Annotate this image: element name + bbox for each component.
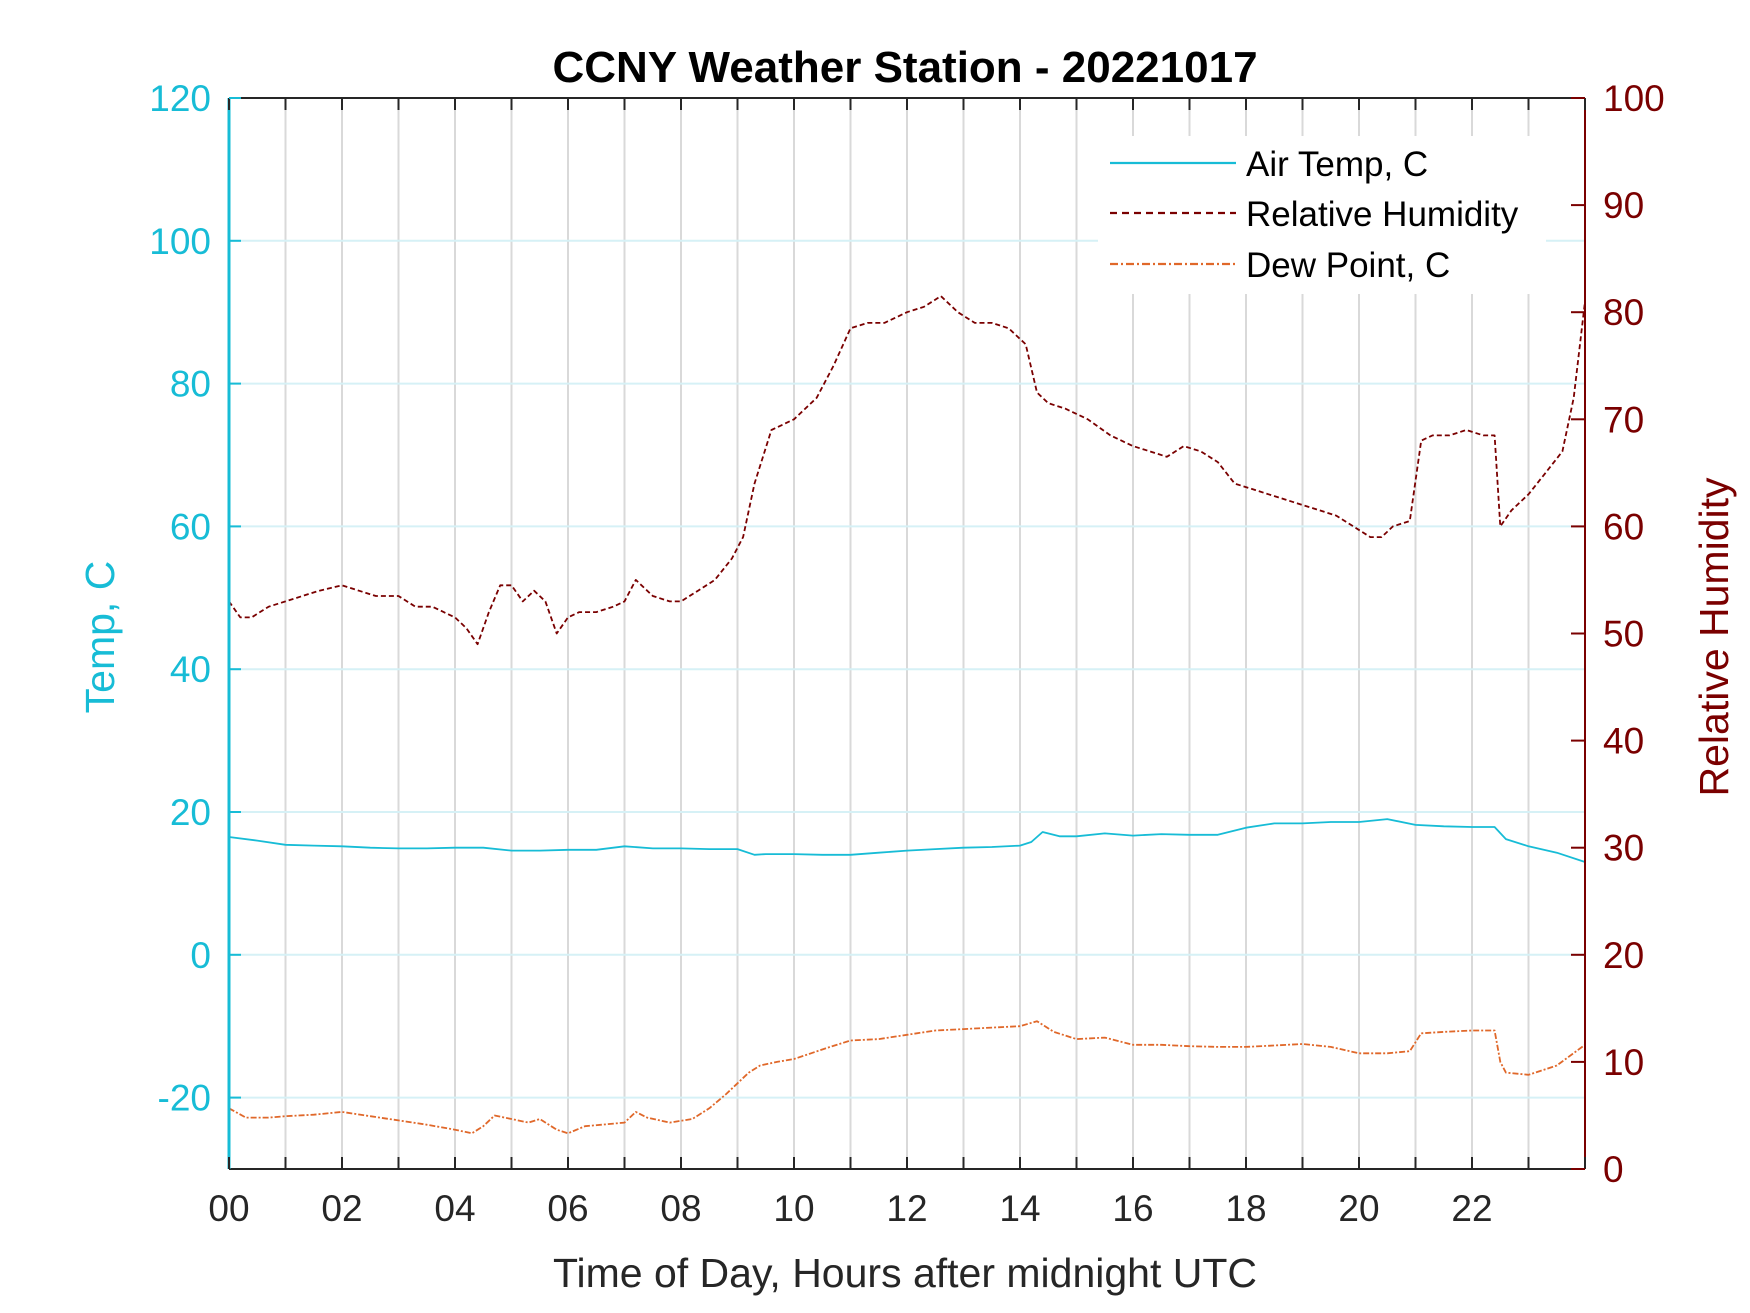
y-right-tick-label: 50 [1603,614,1644,655]
series-lines [228,295,1586,1135]
y-right-tick-label: 70 [1603,399,1644,440]
legend-label-dew-point: Dew Point, C [1246,246,1450,285]
x-tick-label: 22 [1451,1188,1492,1229]
x-tick-label: 08 [660,1188,701,1229]
x-tick-label: 00 [208,1188,249,1229]
y-axis-label-right: Relative Humidity [1691,477,1737,796]
x-tick-label: 18 [1225,1188,1266,1229]
dew-point-line [228,1020,1586,1135]
legend-label-relative-humidity: Relative Humidity [1246,195,1519,234]
x-tick-label: 12 [886,1188,927,1229]
legend-label-air-temp: Air Temp, C [1246,145,1428,184]
y-right-tick-label: 10 [1603,1042,1644,1083]
y-right-tick-label: 20 [1603,935,1644,976]
axes [227,97,1586,1170]
x-tick-label: 02 [321,1188,362,1229]
y-left-tick-label: 100 [149,221,211,262]
legend: Air Temp, C Relative Humidity Dew Point,… [1098,136,1546,294]
x-tick-label: 16 [1112,1188,1153,1229]
y-left-tick-label: 60 [170,506,211,547]
y-right-tick-label: 0 [1603,1149,1624,1190]
y-left-tick-label: -20 [158,1078,211,1119]
y-left-tick-label: 0 [190,935,211,976]
x-tick-label: 20 [1338,1188,1379,1229]
chart-title: CCNY Weather Station - 20221017 [552,43,1257,92]
y-right-tick-label: 80 [1603,292,1644,333]
relative-humidity-line [228,295,1586,646]
y-left-tick-label: 20 [170,792,211,833]
y-right-tick-label: 30 [1603,828,1644,869]
x-tick-label: 10 [773,1188,814,1229]
x-tick-label: 06 [547,1188,588,1229]
y-left-tick-label: 120 [149,78,211,119]
y-right-tick-label: 90 [1603,185,1644,226]
y-left-tick-label: 80 [170,364,211,405]
y-left-tick-label: 40 [170,649,211,690]
x-axis-label: Time of Day, Hours after midnight UTC [553,1250,1257,1296]
x-tick-label: 04 [434,1188,475,1229]
x-tick-label: 14 [999,1188,1040,1229]
y-right-tick-label: 60 [1603,506,1644,547]
y-axis-label-left: Temp, C [77,561,123,714]
y-right-tick-label: 40 [1603,721,1644,762]
tick-labels: 00 02 04 06 08 10 12 14 16 18 20 22-200204060801001… [149,78,1664,1229]
y-right-tick-label: 100 [1603,78,1665,119]
grid-lines [229,98,1585,1169]
air-temp-line [228,818,1586,863]
